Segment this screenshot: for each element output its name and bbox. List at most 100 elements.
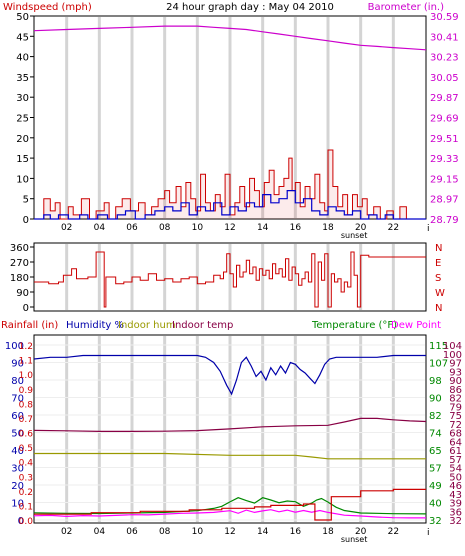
wind-baro-end-tick: i [427, 224, 430, 234]
temperature-tick-label: 90 [429, 394, 442, 405]
direction-tick-label: 270 [10, 258, 29, 269]
direction-tick-label: 0 [23, 303, 29, 314]
barometer-tick-label: 30.41 [430, 32, 459, 43]
compass-tick-label: S [435, 273, 441, 284]
barometer-tick-label: 29.69 [430, 114, 459, 125]
rainfall-tick-label: 0.3 [19, 473, 33, 483]
barometer-tick-label: 29.51 [430, 134, 459, 145]
rainfall-tick-label: 0.8 [19, 400, 34, 410]
barometer-tick-label: 29.87 [430, 93, 459, 104]
indoor-temp-tick-label: 36 [449, 507, 462, 518]
indoor-temp-tick-label: 86 [449, 385, 462, 396]
rainfall-tick-label: 0.9 [19, 386, 34, 396]
rainfall-tick-label: 1.2 [19, 342, 33, 352]
windspeed-axis-label: Windspeed (mph) [3, 2, 92, 13]
temperature-tick-label: 115 [429, 341, 448, 352]
rainfall-tick-label: 1.0 [19, 371, 34, 381]
barometer-tick-label: 30.59 [430, 12, 459, 23]
indoor-temp-tick-label: 43 [449, 490, 462, 501]
humidity-temp-x-tick-label: 22 [388, 527, 399, 537]
rainfall-tick-label: 0.2 [19, 488, 33, 498]
temperature-tick-label: 57 [429, 464, 442, 475]
direction-tick-label: 90 [16, 288, 29, 299]
wind-baro-x-tick-label: 02 [61, 223, 72, 233]
temperature-tick-label: 82 [429, 411, 442, 422]
humidity-tick-label: 60 [11, 411, 24, 422]
windspeed-tick-label: 35 [16, 73, 29, 84]
humidity-temp-x-tick-label: 04 [94, 527, 106, 537]
humidity-temp-x-tick-label: 14 [257, 527, 269, 537]
rainfall-tick-label: 0.7 [19, 415, 33, 425]
wind-baro-x-tick-label: 06 [126, 223, 138, 233]
compass-tick-label: N [435, 303, 442, 314]
chart-title: 24 hour graph day : May 04 2010 [166, 2, 334, 13]
windspeed-tick-label: 20 [16, 134, 29, 145]
indoor-temp-tick-label: 72 [449, 420, 462, 431]
humidity-temp-x-tick-label: 10 [192, 527, 204, 537]
indoor-temp-tick-label: 75 [449, 411, 462, 422]
indoor-temp-tick-label: 57 [449, 455, 462, 466]
barometer-tick-label: 30.23 [430, 53, 459, 64]
barometer-tick-label: 30.05 [430, 73, 459, 84]
rainfall-axis-label: Rainfall (in) [1, 320, 58, 331]
direction-tick-label: 180 [10, 273, 29, 284]
dew-point-axis-label: Dew Point [391, 320, 441, 331]
windspeed-tick-label: 0 [23, 215, 29, 226]
rainfall-tick-label: 1.1 [19, 357, 33, 367]
windspeed-tick-label: 15 [16, 154, 29, 165]
windspeed-tick-label: 25 [16, 114, 29, 125]
rainfall-tick-label: 0.1 [19, 502, 33, 512]
windspeed-tick-label: 45 [16, 32, 29, 43]
humidity-tick-label: 100 [5, 341, 24, 352]
humidity-tick-label: 50 [11, 429, 24, 440]
humidity-tick-label: 0 [18, 516, 24, 527]
humidity-temp-sunset-label: sunset [341, 535, 368, 544]
barometer-tick-label: 28.79 [430, 215, 459, 226]
indoor-temp-tick-label: 79 [449, 402, 462, 413]
indoor-temp-tick-label: 46 [449, 481, 462, 492]
average-wind-series [34, 190, 426, 220]
barometer-tick-label: 29.33 [430, 154, 459, 165]
indoor-hum-series [34, 452, 426, 460]
temperature-tick-label: 40 [429, 499, 442, 510]
windspeed-tick-label: 50 [16, 12, 29, 23]
wind-baro-x-tick-label: 22 [388, 223, 399, 233]
temperature-tick-label: 32 [429, 516, 442, 527]
direction-tick-label: 360 [10, 243, 29, 254]
barometer-tick-label: 29.15 [430, 174, 459, 185]
humidity-label: Humidity % [66, 320, 124, 331]
wind-baro-x-tick-label: 14 [257, 223, 269, 233]
humidity-tick-label: 80 [11, 376, 24, 387]
indoor-temp-tick-label: 82 [449, 394, 462, 405]
barometer-axis-label: Barometer (in.) [368, 2, 444, 13]
temperature-tick-label: 65 [429, 446, 442, 457]
windspeed-tick-label: 5 [23, 195, 29, 206]
indoor-temp-tick-label: 100 [443, 350, 462, 361]
humidity-temp-x-tick-label: 02 [61, 527, 72, 537]
temperature-tick-label: 49 [429, 481, 442, 492]
humidity-temp-x-tick-label: 12 [224, 527, 235, 537]
humidity-series [33, 354, 426, 396]
compass-tick-label: N [435, 243, 442, 254]
wind-baro-x-tick-label: 12 [224, 223, 235, 233]
humidity-tick-label: 90 [11, 359, 24, 370]
rainfall-tick-label: 0.0 [19, 517, 34, 527]
humidity-tick-label: 70 [11, 394, 24, 405]
barometer-series [33, 25, 427, 51]
wind-baro-x-tick-label: 10 [192, 223, 204, 233]
wind-baro-x-tick-label: 16 [290, 223, 302, 233]
rainfall-series [34, 488, 426, 521]
indoor-temp-tick-label: 32 [449, 516, 462, 527]
humidity-temp-x-tick-label: 16 [290, 527, 302, 537]
indoor-temp-tick-label: 39 [449, 499, 462, 510]
indoor-temp-tick-label: 104 [443, 341, 462, 352]
windspeed-tick-label: 40 [16, 53, 29, 64]
rainfall-tick-label: 0.6 [19, 430, 34, 440]
indoor-temp-tick-label: 68 [449, 429, 462, 440]
humidity-tick-label: 10 [11, 499, 24, 510]
indoor-temp-tick-label: 90 [449, 376, 462, 387]
dew-point-series [33, 509, 426, 519]
humidity-tick-label: 30 [11, 464, 24, 475]
temperature-tick-label: 74 [429, 429, 442, 440]
